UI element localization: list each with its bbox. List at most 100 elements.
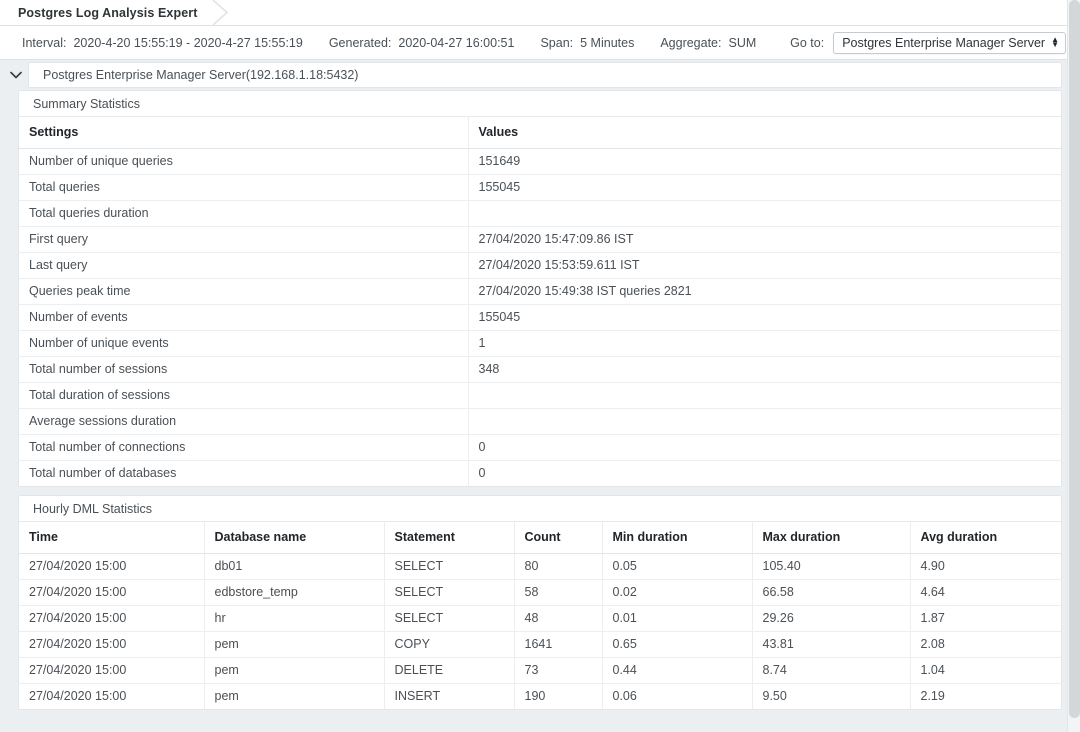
table-cell: 27/04/2020 15:49:38 IST queries 2821 <box>468 278 1061 305</box>
column-header-statement: Statement <box>384 522 515 554</box>
aggregate-field: Aggregate: SUM <box>660 36 756 50</box>
table-cell: pem <box>204 683 385 709</box>
server-accordion-header[interactable]: Postgres Enterprise Manager Server(192.1… <box>0 60 1080 90</box>
table-cell: 2.19 <box>920 689 945 704</box>
content-area: Summary Statistics Settings Values Numbe… <box>0 90 1080 732</box>
table-cell: SELECT <box>384 553 515 580</box>
table-cell: Total queries duration <box>19 200 469 227</box>
table-cell: 27/04/2020 15:00 <box>19 605 205 632</box>
table-cell: First query <box>19 226 469 253</box>
interval-label: Interval: <box>22 35 67 50</box>
table-cell: 29.26 <box>752 605 911 632</box>
table-row: Number of unique queries 151649 <box>19 148 1061 175</box>
summary-statistics-table: Settings Values Number of unique queries… <box>19 117 1061 486</box>
server-title: Postgres Enterprise Manager Server(192.1… <box>28 62 1062 88</box>
goto-select-value: Postgres Enterprise Manager Server <box>842 35 1046 50</box>
chevron-down-icon[interactable] <box>4 62 28 88</box>
table-row: 27/04/2020 15:00 pem DELETE 73 0.44 8.74 1.04 <box>19 657 1061 684</box>
table-row: Queries peak time 27/04/2020 15:49:38 IST… <box>19 278 1061 305</box>
column-header-settings: Settings <box>19 117 469 149</box>
table-cell: Number of unique queries <box>19 148 469 175</box>
interval-field: Interval: 2020-4-20 15:55:19 - 2020-4-27… <box>22 36 303 50</box>
table-cell: Total number of connections <box>19 434 469 461</box>
table-row: Total number of databases 0 <box>19 460 1061 486</box>
vertical-scrollbar[interactable] <box>1067 0 1080 732</box>
column-header-database-name: Database name <box>204 522 385 554</box>
goto-select[interactable]: Postgres Enterprise Manager Server ▲ ▼ <box>833 31 1066 54</box>
table-row: Total queries 155045 <box>19 174 1061 201</box>
server-title-label: Postgres Enterprise Manager Server(192.1… <box>43 68 359 82</box>
table-cell: INSERT <box>384 683 515 709</box>
column-header-min-duration: Min duration <box>602 522 753 554</box>
table-cell: 1.04 <box>910 657 1061 684</box>
summary-statistics-body: Number of unique queries 151649 Total quer… <box>19 148 1061 486</box>
generated-value: 2020-04-27 16:00:51 <box>398 35 515 50</box>
table-cell: 27/04/2020 15:00 <box>19 579 205 606</box>
table-cell: Last query <box>19 252 469 279</box>
table-cell: COPY <box>384 631 515 658</box>
table-cell: 27/04/2020 15:00 <box>19 553 205 580</box>
table-cell: 2.08 <box>910 631 1061 658</box>
table-cell: 27/04/2020 15:47:09.86 IST <box>468 226 1061 253</box>
table-cell: 27/04/2020 15:53:59.611 IST <box>468 252 1061 279</box>
table-cell: 0.01 <box>602 605 753 632</box>
table-cell: 58 <box>514 579 603 606</box>
column-header-max-duration: Max duration <box>752 522 911 554</box>
summary-statistics-panel: Summary Statistics Settings Values Numbe… <box>18 90 1062 487</box>
table-cell: 1641 <box>514 631 603 658</box>
table-cell: Number of unique events <box>19 330 469 357</box>
table-cell: Total number of databases <box>19 460 469 486</box>
hourly-dml-statistics-panel: Hourly DML Statistics Time Database name… <box>18 495 1062 710</box>
table-cell: pem <box>204 631 385 658</box>
table-cell: 105.40 <box>752 553 911 580</box>
table-row: Total number of connections 0 <box>19 434 1061 461</box>
table-cell: 0.44 <box>602 657 753 684</box>
table-cell: 0.65 <box>602 631 753 658</box>
table-cell: 43.81 <box>752 631 911 658</box>
table-row: First query 27/04/2020 15:47:09.86 IST <box>19 226 1061 253</box>
column-header-values: Values <box>468 117 1061 149</box>
generated-label: Generated: <box>328 35 392 50</box>
vertical-scrollbar-thumb[interactable] <box>1069 0 1080 718</box>
table-cell: 1 <box>468 330 1061 357</box>
info-toolbar: Interval: 2020-4-20 15:55:19 - 2020-4-27… <box>0 26 1080 60</box>
titlebar: Postgres Log Analysis Expert <box>0 0 1080 26</box>
table-cell: SELECT <box>384 579 515 606</box>
breadcrumb[interactable]: Postgres Log Analysis Expert <box>0 0 211 25</box>
table-cell: edbstore_temp <box>204 579 385 606</box>
hourly-dml-statistics-caption: Hourly DML Statistics <box>19 496 1061 522</box>
column-header-time: Time <box>19 522 205 554</box>
table-cell: Total duration of sessions <box>19 382 469 409</box>
table-cell: 27/04/2020 15:00 <box>19 657 205 684</box>
hourly-dml-statistics-table: Time Database name Statement Count Min d… <box>19 522 1061 709</box>
hourly-dml-statistics-body: 27/04/2020 15:00 db01 SELECT 80 0.05 105.40 4.… <box>19 553 1061 709</box>
table-cell: 0.02 <box>602 579 753 606</box>
table-cell: DELETE <box>384 657 515 684</box>
table-cell: 8.74 <box>752 657 911 684</box>
table-cell: Number of events <box>19 304 469 331</box>
table-cell: 348 <box>468 356 1061 383</box>
table-cell: Average sessions duration <box>19 408 469 435</box>
interval-value: 2020-4-20 15:55:19 - 2020-4-27 15:55:19 <box>73 35 303 50</box>
breadcrumb-label: Postgres Log Analysis Expert <box>18 5 198 20</box>
table-header-row: Time Database name Statement Count Min d… <box>19 522 1061 554</box>
table-cell: 4.90 <box>910 553 1061 580</box>
table-cell: SELECT <box>384 605 515 632</box>
table-cell: Queries peak time <box>19 278 469 305</box>
table-cell: 190 <box>514 683 603 709</box>
table-row: Average sessions duration <box>19 408 1061 435</box>
table-cell: 80 <box>514 553 603 580</box>
table-cell: pem <box>204 657 385 684</box>
table-row: 27/04/2020 15:00 pem COPY 1641 0.65 43.81 2.08 <box>19 631 1061 658</box>
table-cell: 4.64 <box>910 579 1061 606</box>
table-header-row: Settings Values <box>19 117 1061 149</box>
aggregate-label: Aggregate: <box>660 35 722 50</box>
table-cell: db01 <box>204 553 385 580</box>
table-row: Total number of sessions 348 <box>19 356 1061 383</box>
table-row: 27/04/2020 15:00 hr SELECT 48 0.01 29.26 1.87 <box>19 605 1061 632</box>
table-cell: 155045 <box>468 174 1061 201</box>
goto-field: Go to: Postgres Enterprise Manager Serve… <box>790 31 1066 54</box>
summary-statistics-caption: Summary Statistics <box>19 91 1061 117</box>
table-cell: 1.87 <box>910 605 1061 632</box>
